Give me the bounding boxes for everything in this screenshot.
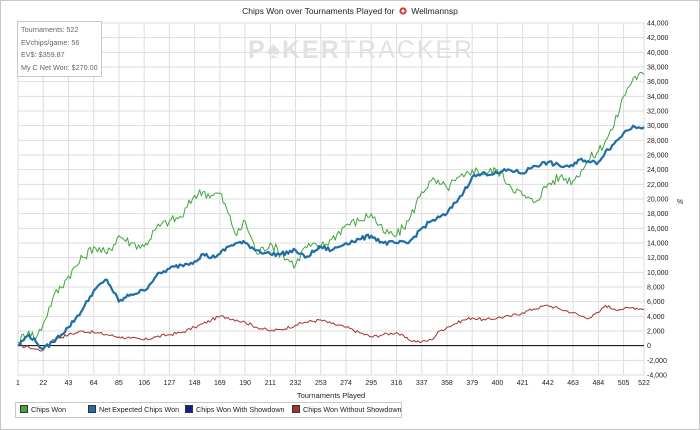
y-tick-label: 34,000 xyxy=(647,94,669,101)
y-tick-label: 32,000 xyxy=(647,109,669,116)
x-tick-label: 358 xyxy=(441,380,453,387)
x-tick-label: 211 xyxy=(265,380,276,387)
x-tick-label: 43 xyxy=(65,380,73,387)
y-tick-label: 26,000 xyxy=(647,153,669,160)
chart-title-text: Chips Won over Tournaments Played for xyxy=(242,6,395,16)
series-line-net-expected-chips-won xyxy=(17,124,645,351)
x-tick-label: 106 xyxy=(138,380,150,387)
y-tick-label: 4,000 xyxy=(647,314,665,321)
x-axis-label: Tournaments Played xyxy=(297,391,365,400)
stats-box: Tournaments: 522 EVchips/game: 56 EV$: $… xyxy=(17,21,102,77)
legend-item-without-showdown[interactable]: Chips Won Without Showdown xyxy=(292,405,402,414)
y-tick-label: 10,000 xyxy=(647,270,669,277)
x-tick-label: 232 xyxy=(290,380,302,387)
stat-ev-per-game: EVchips/game: 56 xyxy=(21,37,80,47)
legend-item-chips-won[interactable]: Chips Won xyxy=(20,405,66,414)
x-tick-label: 505 xyxy=(618,380,630,387)
y-tick-label: -2,000 xyxy=(647,358,667,365)
stat-ev-dollars: EV$: $359.87 xyxy=(21,50,65,59)
x-tick-label: 148 xyxy=(189,380,201,387)
y-tick-label: 40,000 xyxy=(647,50,669,57)
series-line-chips-won xyxy=(17,71,645,345)
legend-swatch xyxy=(292,405,300,413)
x-tick-label: 379 xyxy=(466,380,478,387)
x-tick-label: 295 xyxy=(365,380,377,387)
legend-swatch xyxy=(185,405,193,413)
pokertracker-watermark: P♠KERTRACKER xyxy=(248,36,475,64)
x-tick-label: 169 xyxy=(214,380,226,387)
y-tick-label: 42,000 xyxy=(647,35,669,42)
poker-chip-icon xyxy=(399,7,407,15)
y-tick-label: 16,000 xyxy=(647,226,669,233)
x-tick-label: 421 xyxy=(517,380,529,387)
y-tick-label: 8,000 xyxy=(647,285,665,292)
chart-legend: Chips Won Net Expected Chips Won Chips W… xyxy=(15,402,402,418)
legend-item-with-showdown[interactable]: Chips Won With Showdown xyxy=(185,405,285,414)
x-tick-label: 337 xyxy=(416,380,428,387)
x-tick-label: 463 xyxy=(567,380,579,387)
x-tick-label: 22 xyxy=(39,380,47,387)
y-tick-label: 2,000 xyxy=(647,329,665,336)
legend-swatch xyxy=(88,405,96,413)
y-tick-label: 0 xyxy=(647,343,651,350)
legend-item-net-expected[interactable]: Net Expected Chips Won xyxy=(88,405,179,414)
y-tick-label: 24,000 xyxy=(647,167,669,174)
x-tick-label: 64 xyxy=(90,380,98,387)
y-tick-label: -4,000 xyxy=(647,373,667,380)
y-tick-label: 6,000 xyxy=(647,299,665,306)
y-tick-label: 28,000 xyxy=(647,138,669,145)
x-tick-label: 85 xyxy=(115,380,123,387)
x-tick-label: 522 xyxy=(638,380,650,387)
x-tick-label: 274 xyxy=(340,380,352,387)
y-tick-label: 18,000 xyxy=(647,211,669,218)
series-line-chips-won-without-showdown xyxy=(17,304,645,352)
x-tick-label: 442 xyxy=(542,380,554,387)
player-name: Wellmannsp xyxy=(411,6,458,16)
y-tick-label: 14,000 xyxy=(647,241,669,248)
x-tick-label: 190 xyxy=(239,380,251,387)
y-tick-label: 12,000 xyxy=(647,255,669,262)
y-tick-label: 20,000 xyxy=(647,197,669,204)
x-tick-label: 127 xyxy=(164,380,176,387)
x-tick-label: 253 xyxy=(315,380,327,387)
x-tick-label: 484 xyxy=(592,380,604,387)
y-tick-label: 36,000 xyxy=(647,79,669,86)
chart-title: Chips Won over Tournaments Played for We… xyxy=(0,6,700,16)
y-tick-label: 30,000 xyxy=(647,123,669,130)
x-tick-label: 400 xyxy=(492,380,504,387)
legend-swatch xyxy=(20,405,28,413)
stat-net-won: My C Net Won: $270.00 xyxy=(21,62,98,72)
y-tick-label: 44,000 xyxy=(647,21,669,28)
x-tick-label: 316 xyxy=(391,380,403,387)
y-tick-label: 38,000 xyxy=(647,65,669,72)
stat-tournaments: Tournaments: 522 xyxy=(21,25,79,34)
x-tick-label: 1 xyxy=(16,380,20,387)
y-tick-label: 22,000 xyxy=(647,182,669,189)
y-axis-label: % xyxy=(677,199,683,206)
